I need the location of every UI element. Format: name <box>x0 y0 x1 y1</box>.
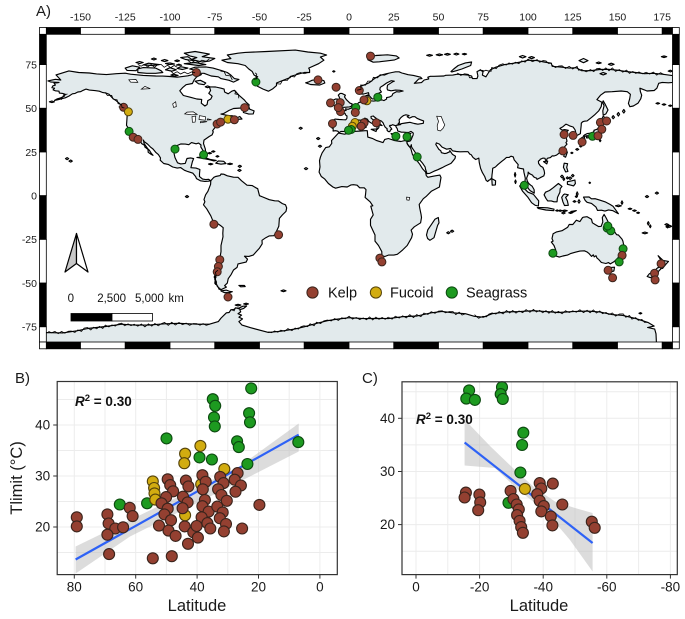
svg-text:0: 0 <box>412 580 420 595</box>
svg-text:-60: -60 <box>597 580 617 595</box>
svg-text:A): A) <box>36 3 51 20</box>
svg-text:Fucoid: Fucoid <box>390 286 434 302</box>
svg-text:Seagrass: Seagrass <box>466 286 527 302</box>
svg-text:-50: -50 <box>252 12 267 24</box>
svg-text:C): C) <box>362 370 378 387</box>
svg-text:50: 50 <box>433 12 445 24</box>
svg-text:0: 0 <box>346 12 352 24</box>
svg-text:75: 75 <box>25 59 37 71</box>
svg-text:20: 20 <box>35 520 50 535</box>
svg-text:-25: -25 <box>297 12 312 24</box>
svg-text:-125: -125 <box>115 12 136 24</box>
svg-text:Latitude: Latitude <box>510 597 569 615</box>
svg-text:75: 75 <box>477 12 489 24</box>
svg-text:-40: -40 <box>533 580 553 595</box>
svg-text:25: 25 <box>25 147 37 159</box>
svg-text:0: 0 <box>31 191 37 203</box>
svg-text:175: 175 <box>653 12 671 24</box>
svg-text:-20: -20 <box>470 580 490 595</box>
svg-text:60: 60 <box>128 580 143 595</box>
svg-text:30: 30 <box>380 464 395 479</box>
svg-text:B): B) <box>15 370 30 387</box>
svg-text:-50: -50 <box>22 278 37 290</box>
svg-text:R2 = 0.30: R2 = 0.30 <box>75 393 132 410</box>
svg-text:50: 50 <box>25 103 37 115</box>
svg-text:0: 0 <box>316 580 324 595</box>
svg-text:-25: -25 <box>22 234 37 246</box>
svg-text:Tlimit (°C): Tlimit (°C) <box>8 441 26 515</box>
svg-text:-100: -100 <box>159 12 180 24</box>
svg-text:0: 0 <box>68 293 74 305</box>
svg-text:R2 = 0.30: R2 = 0.30 <box>416 411 473 428</box>
svg-text:30: 30 <box>35 469 50 484</box>
svg-text:Kelp: Kelp <box>328 286 357 302</box>
svg-text:25: 25 <box>388 12 400 24</box>
svg-text:150: 150 <box>609 12 627 24</box>
svg-text:-150: -150 <box>70 12 91 24</box>
svg-text:80: 80 <box>67 580 82 595</box>
svg-text:2,500: 2,500 <box>97 293 126 305</box>
svg-text:km: km <box>169 293 184 305</box>
svg-text:20: 20 <box>251 580 266 595</box>
svg-text:-75: -75 <box>207 12 222 24</box>
svg-text:-75: -75 <box>22 322 37 334</box>
svg-text:20: 20 <box>380 517 395 532</box>
svg-text:125: 125 <box>564 12 582 24</box>
svg-text:5,000: 5,000 <box>135 293 164 305</box>
svg-text:40: 40 <box>380 411 395 426</box>
svg-text:Latitude: Latitude <box>168 597 227 615</box>
svg-text:100: 100 <box>519 12 537 24</box>
svg-text:40: 40 <box>35 418 50 433</box>
svg-text:-80: -80 <box>661 580 681 595</box>
svg-text:40: 40 <box>190 580 205 595</box>
